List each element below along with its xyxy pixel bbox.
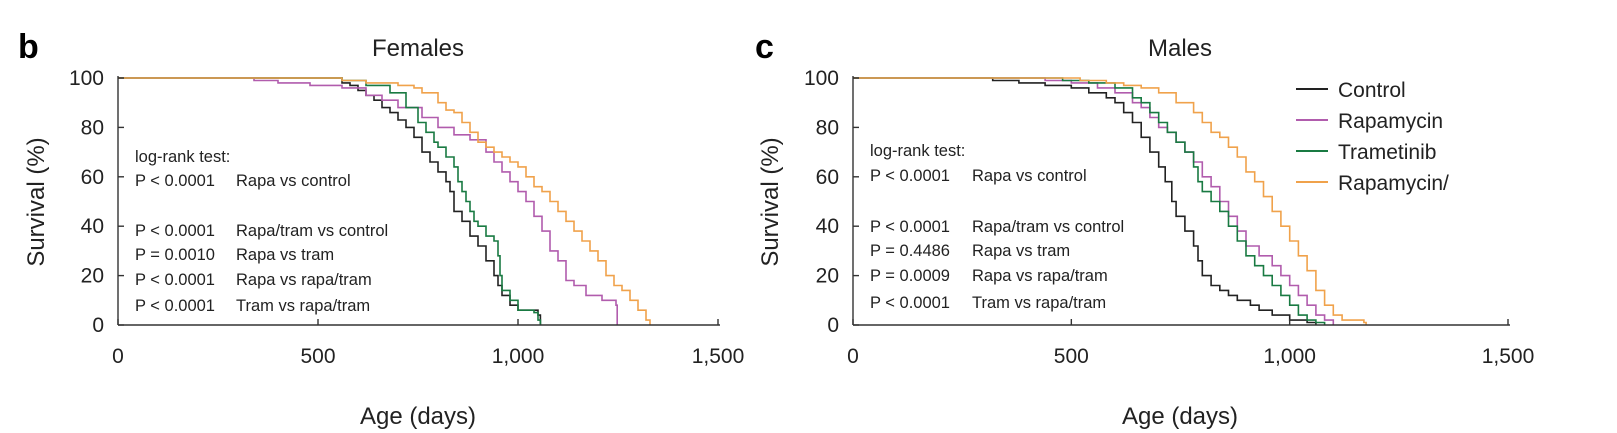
legend: Control Rapamycin Trametinib Rapamycin/ xyxy=(1296,79,1449,195)
chart-title: Males xyxy=(1148,35,1212,62)
x-axis-label: Age (days) xyxy=(360,403,476,430)
y-tick-label: 40 xyxy=(81,215,104,238)
y-axis-label: Survival (%) xyxy=(23,137,50,266)
legend-label-control: Control xyxy=(1338,79,1406,102)
y-tick-label: 60 xyxy=(816,166,839,189)
panel-males: c Males 0 20 40 60 80 100 0 500 1,000 1,500 Age (… xyxy=(755,28,1534,430)
stat-p-value: P < 0.0001 xyxy=(135,271,215,289)
x-tick-label: 500 xyxy=(300,345,335,368)
x-tick-label: 0 xyxy=(847,345,859,368)
stat-comparison: Rapa vs tram xyxy=(236,246,334,264)
panel-females: b Females 0 20 40 60 80 100 0 500 1,000 1,500 Age… xyxy=(18,28,744,430)
stat-comparison: Rapa vs control xyxy=(972,167,1087,185)
survival-curves xyxy=(853,77,1367,325)
y-axis-label: Survival (%) xyxy=(757,137,784,266)
stat-comparison: Rapa vs tram xyxy=(972,242,1070,260)
stat-p-value: P < 0.0001 xyxy=(135,222,215,240)
log-rank-stats: log-rank test: P < 0.0001 Rapa vs control… xyxy=(135,148,388,315)
panel-letter-b: b xyxy=(18,28,39,66)
log-rank-stats: log-rank test: P < 0.0001 Rapa vs control… xyxy=(870,142,1124,312)
stat-p-value: P = 0.0009 xyxy=(870,267,950,285)
y-tick-label: 0 xyxy=(92,314,104,337)
stat-comparison: Rapa vs control xyxy=(236,172,351,190)
survival-curve-trametinib xyxy=(118,77,542,325)
x-tick-label: 1,500 xyxy=(692,345,745,368)
stat-comparison: Rapa vs rapa/tram xyxy=(236,271,372,289)
stat-p-value: P < 0.0001 xyxy=(870,218,950,236)
stats-header: log-rank test: xyxy=(135,148,230,166)
x-tick-label: 1,500 xyxy=(1482,345,1535,368)
x-tick-label: 1,000 xyxy=(492,345,545,368)
stat-comparison: Rapa/tram vs control xyxy=(972,218,1124,236)
x-tick-label: 500 xyxy=(1054,345,1089,368)
stat-p-value: P < 0.0001 xyxy=(870,294,950,312)
chart-title: Females xyxy=(372,35,464,62)
stat-p-value: P = 0.0010 xyxy=(135,246,215,264)
survival-curve-rapamycin xyxy=(118,77,618,325)
y-tick-label: 80 xyxy=(816,116,839,139)
legend-label-trametinib: Trametinib xyxy=(1338,141,1436,164)
stat-p-value: P < 0.0001 xyxy=(870,167,950,185)
survival-curve-trametinib xyxy=(853,77,1326,325)
axes: 0 20 40 60 80 100 0 500 1,000 1,500 xyxy=(804,67,1534,368)
y-tick-label: 100 xyxy=(804,67,839,90)
panel-letter-c: c xyxy=(755,28,774,66)
stat-comparison: Rapa/tram vs control xyxy=(236,222,388,240)
y-tick-label: 100 xyxy=(69,67,104,90)
stat-comparison: Rapa vs rapa/tram xyxy=(972,267,1108,285)
y-tick-label: 60 xyxy=(81,166,104,189)
stat-p-value: P < 0.0001 xyxy=(135,172,215,190)
y-tick-label: 80 xyxy=(81,116,104,139)
y-tick-label: 0 xyxy=(827,314,839,337)
x-tick-label: 1,000 xyxy=(1263,345,1316,368)
stat-comparison: Tram vs rapa/tram xyxy=(972,294,1106,312)
survival-curve-rapamycin xyxy=(853,77,1335,325)
x-tick-label: 0 xyxy=(112,345,124,368)
survival-curve-combo xyxy=(853,77,1367,325)
legend-label-combo: Rapamycin/ xyxy=(1338,172,1449,195)
stat-comparison: Tram vs rapa/tram xyxy=(236,297,370,315)
stat-p-value: P < 0.0001 xyxy=(135,297,215,315)
y-tick-label: 40 xyxy=(816,215,839,238)
axes: 0 20 40 60 80 100 0 500 1,000 1,500 xyxy=(69,67,744,368)
y-tick-label: 20 xyxy=(81,265,104,288)
y-tick-label: 20 xyxy=(816,265,839,288)
survival-curves xyxy=(118,77,651,325)
legend-label-rapamycin: Rapamycin xyxy=(1338,110,1443,133)
survival-curve-control xyxy=(853,77,1317,325)
x-axis-label: Age (days) xyxy=(1122,403,1238,430)
survival-curve-combo xyxy=(118,77,651,325)
stats-header: log-rank test: xyxy=(870,142,965,160)
stat-p-value: P = 0.4486 xyxy=(870,242,950,260)
